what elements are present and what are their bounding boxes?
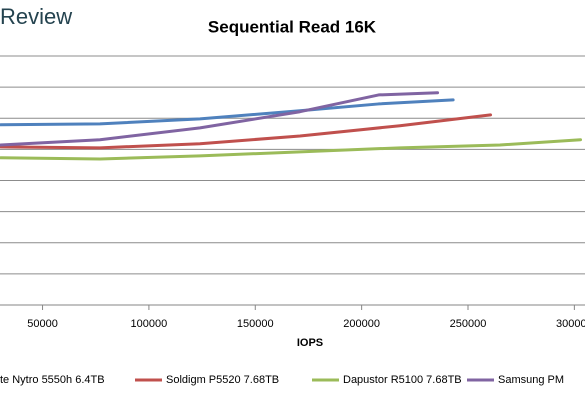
- legend-label: Soldigm P5520 7.68TB: [166, 374, 279, 386]
- x-axis-label: IOPS: [297, 337, 323, 349]
- x-tick-label: 150000: [237, 318, 274, 330]
- series-line: [0, 138, 583, 161]
- series-line: [0, 113, 493, 150]
- x-tick-label: 200000: [343, 318, 380, 330]
- series-line: [0, 98, 455, 127]
- legend-label: te Nytro 5550h 6.4TB: [0, 374, 105, 386]
- chart-title: Sequential Read 16K: [208, 17, 377, 36]
- logo: Review: [0, 4, 72, 29]
- x-tick-label: 300000: [556, 318, 585, 330]
- legend-label: Samsung PM: [498, 374, 564, 386]
- series-line: [0, 91, 440, 147]
- x-tick-label: 50000: [27, 318, 58, 330]
- x-tick-label: 250000: [450, 318, 487, 330]
- legend-label: Dapustor R5100 7.68TB: [343, 374, 462, 386]
- x-tick-label: 100000: [131, 318, 168, 330]
